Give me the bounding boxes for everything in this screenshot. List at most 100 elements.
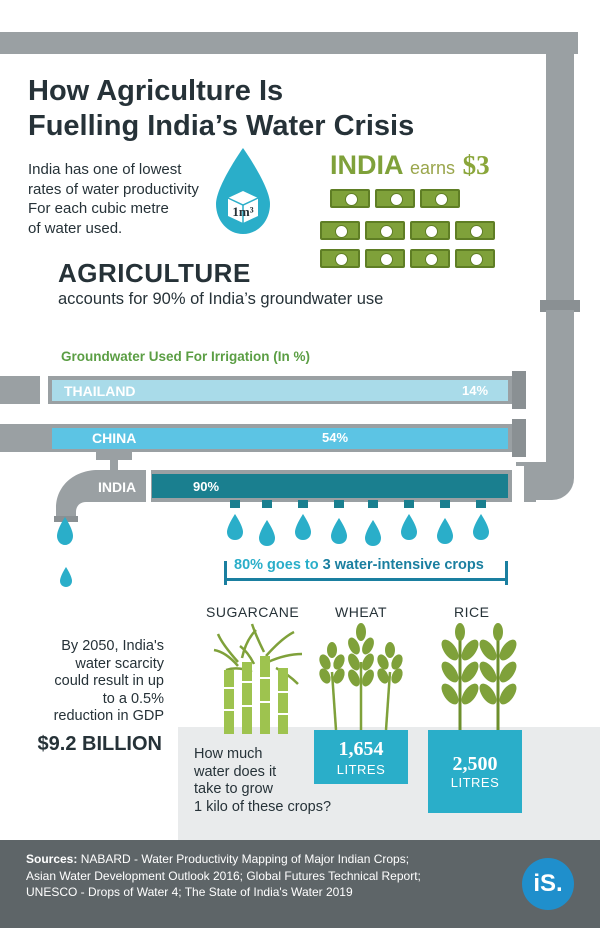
top-pipe [0,32,578,54]
nozzle [262,500,272,508]
money-bill-icon [320,249,360,268]
intro-line-2: rates of water productivity [28,180,199,198]
chart-title: Groundwater Used For Irrigation (In %) [61,349,311,364]
thailand-pipe-cap [40,371,48,409]
water-drop-icon [401,514,417,540]
money-bill-icon [455,221,495,240]
scarcity-line-5: reduction in GDP [53,708,164,724]
title-line-2: Fuelling India’s Water Crisis [28,110,415,142]
right-pipe [546,46,574,304]
rice-water-unit: LITRES [450,775,500,790]
india-earns: INDIA earns $3 [330,150,490,181]
nozzle [298,500,308,508]
wheat-water-amount: 1,654 [338,738,384,760]
nozzle [334,500,344,508]
water-drop-icon [57,517,73,545]
rice-water-amount: 2,500 [452,753,498,775]
title-line-1: How Agriculture Is [28,75,284,107]
money-bill-icon [420,189,460,208]
sources-text-1: NABARD - Water Productivity Mapping of M… [80,852,410,866]
scarcity-line-4: to a 0.5% [102,690,164,707]
question-line-4: 1 kilo of these crops? [194,798,332,815]
earns-verb: earns [410,158,456,178]
scarcity-line-1: By 2050, India's [61,638,164,654]
scarcity-amount: $9.2 BILLION [37,733,162,755]
money-bill-icon [410,249,450,268]
bar-value-china: 54% [322,430,349,445]
wheat-water-box [314,730,408,784]
water-drop-icon [473,514,489,540]
earns-amount: $3 [462,150,490,180]
water-drop-icon [437,518,453,544]
sources-line-1: Sources: NABARD - Water Productivity Map… [26,851,506,868]
water-drop-icon [60,567,72,587]
crops-heading-bg [232,556,502,576]
intro-line-1: India has one of lowest [28,161,182,178]
water-drop-icon: 1m³ [216,148,270,234]
money-bill-icon [320,221,360,240]
page-title: How Agriculture Is Fuelling India’s Wate… [28,74,508,144]
right-pipe-coupling [540,300,580,312]
sources-line-2: Asian Water Development Outlook 2016; Gl… [26,868,421,883]
earns-country: INDIA [330,150,403,180]
scarcity-text: By 2050, India's water scarcity could re… [14,638,164,726]
water-drop-icon [365,520,381,546]
wheat-water-unit: LITRES [336,762,386,777]
drop-label: 1m³ [232,204,253,219]
agriculture-subtext: accounts for 90% of India’s groundwater … [58,290,384,308]
money-bill-icon [365,249,405,268]
sprinkler-drops [227,514,489,546]
crop-name-rice: RICE [454,604,490,620]
water-drop-icon [227,514,243,540]
crops-question: How much water does it take to grow 1 ki… [194,746,354,816]
bar-china [52,428,508,449]
bar-value-thailand: 14% [462,383,489,398]
scarcity-line-3: could result in up [54,673,164,689]
sources-line-3: UNESCO - Drops of Water 4; The State of … [26,885,353,899]
nozzle [404,500,414,508]
nozzle [440,500,450,508]
china-pipe-end [512,419,526,457]
rice-icon [441,623,517,730]
sources: Sources: NABARD - Water Productivity Map… [26,851,506,901]
nozzle [476,500,486,508]
money-bill-icon [455,249,495,268]
nozzle [368,500,378,508]
thailand-pipe-end [512,371,526,409]
bar-label-india: INDIA [98,479,137,495]
water-drop-icon [259,520,275,546]
crop-name-sugarcane: SUGARCANE [206,604,300,620]
bar-label-thailand: THAILAND [64,383,136,399]
brand-logo[interactable]: iS. [522,858,574,910]
rice-water-box [428,730,522,813]
question-line-1: How much [194,746,263,762]
intro-text: India has one of lowest rates of water p… [28,160,288,238]
sugarcane-icon [213,623,303,734]
crops-bracket [224,561,508,585]
question-line-2: water does it [194,763,277,780]
india-pipe-right-cap [512,466,524,506]
bar-india [152,474,508,498]
intro-line-4: of water used. [28,219,123,237]
money-bill-icon [410,221,450,240]
money-bill-icon [365,221,405,240]
wheat-icon [319,623,403,730]
intro-line-3: For each cubic metre [28,200,169,217]
money-bill-icon [375,189,415,208]
bar-thailand [52,380,508,401]
water-drop-icon [295,514,311,540]
crop-name-wheat: WHEAT [335,604,388,620]
crops-bracket-line [224,578,508,581]
nozzle [230,500,240,508]
crops-heading-emphasis: 3 water-intensive crops [322,557,484,573]
bar-value-india: 90% [193,479,220,494]
crops-heading: 80% goes to 3 water-intensive crops [234,557,484,573]
right-pipe-lower [546,310,574,470]
money-bill-icon [330,189,370,208]
footer [0,840,600,928]
sources-label: Sources: [26,852,78,866]
scarcity-line-2: water scarcity [75,655,164,672]
bar-label-china: CHINA [92,430,137,446]
agriculture-heading: AGRICULTURE [58,258,251,288]
water-drop-icon [331,518,347,544]
